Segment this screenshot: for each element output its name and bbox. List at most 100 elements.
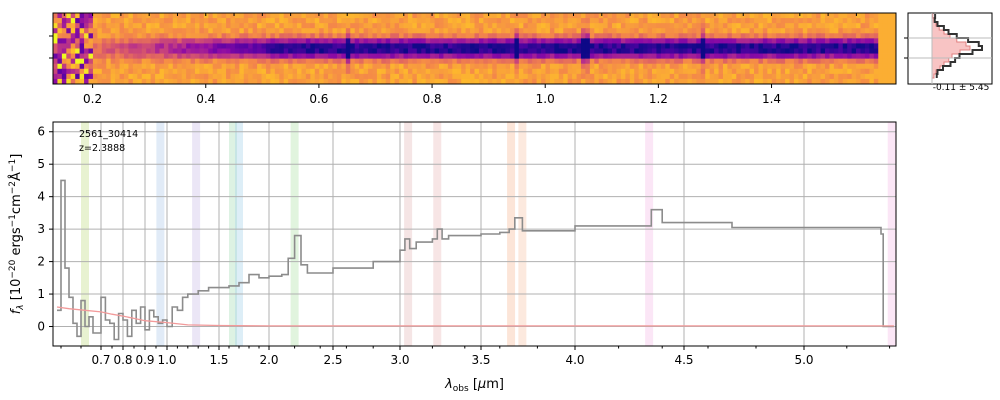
heatmap-cell — [181, 33, 187, 39]
heatmap-cell — [833, 43, 839, 49]
heatmap-cell — [678, 28, 684, 34]
heatmap-cell — [603, 78, 609, 85]
heatmap-cell — [563, 28, 569, 34]
heatmap-cell — [754, 43, 759, 49]
heatmap-cell — [762, 63, 768, 70]
heatmap-cell — [549, 63, 555, 70]
heatmap-cell — [558, 78, 564, 85]
heatmap-cell — [150, 43, 156, 49]
heatmap-cell — [465, 38, 471, 44]
heatmap-cell — [234, 53, 240, 60]
heatmap-cell — [399, 68, 404, 75]
x-tick-label: 0.7 — [91, 353, 110, 367]
heatmap-cell — [718, 58, 724, 65]
heatmap-cell — [731, 68, 737, 75]
heatmap-cell — [221, 78, 227, 85]
heatmap-cell — [873, 23, 879, 29]
heatmap-cell — [554, 13, 560, 19]
heatmap-cell — [115, 78, 120, 85]
heatmap-cell — [731, 43, 737, 49]
heatmap-cell — [838, 68, 844, 75]
heatmap-cell — [53, 53, 58, 60]
heatmap-cell — [221, 33, 227, 39]
heatmap-cell — [363, 53, 369, 60]
heatmap-cell — [505, 23, 511, 29]
heatmap-cell — [57, 73, 63, 80]
heatmap-cell — [123, 38, 129, 44]
heatmap-cell — [585, 58, 591, 65]
heatmap-cell — [749, 23, 755, 29]
heatmap-cell — [789, 43, 795, 49]
heatmap-cell — [97, 18, 103, 24]
heatmap-x-tick-label: 0.2 — [83, 92, 102, 106]
heatmap-cell — [257, 73, 262, 80]
heatmap-cell — [687, 68, 693, 75]
heatmap-cell — [762, 73, 768, 80]
heatmap-cell — [518, 78, 524, 85]
heatmap-cell — [589, 48, 595, 54]
heatmap-cell — [496, 18, 502, 24]
heatmap-cell — [878, 73, 884, 80]
heatmap-cell — [634, 18, 640, 24]
heatmap-cell — [394, 28, 400, 34]
heatmap-cell — [66, 73, 72, 80]
heatmap-cell — [345, 13, 351, 19]
heatmap-cell — [443, 48, 449, 54]
heatmap-cell — [496, 68, 502, 75]
heatmap-cell — [771, 78, 777, 85]
heatmap-cell — [722, 18, 728, 24]
heatmap-cell — [767, 23, 773, 29]
heatmap-cell — [780, 38, 786, 44]
heatmap-cell — [634, 13, 640, 19]
heatmap-cell — [869, 48, 875, 54]
heatmap-cell — [345, 33, 351, 39]
heatmap-cell — [399, 33, 404, 39]
heatmap-cell — [749, 73, 755, 80]
heatmap-cell — [634, 28, 640, 34]
heatmap-cell — [731, 53, 737, 60]
heatmap-cell — [847, 78, 853, 85]
heatmap-cell — [607, 13, 613, 19]
heatmap-cell — [128, 28, 134, 34]
heatmap-cell — [789, 18, 795, 24]
heatmap-cell — [106, 33, 112, 39]
heatmap-cell — [359, 28, 364, 34]
heatmap-cell — [532, 73, 538, 80]
heatmap-cell — [430, 53, 435, 60]
heatmap-cell — [594, 13, 600, 19]
heatmap-cell — [851, 38, 857, 44]
heatmap-cell — [638, 63, 644, 70]
heatmap-cell — [163, 23, 169, 29]
heatmap-cell — [842, 18, 848, 24]
heatmap-cell — [767, 13, 773, 19]
heatmap-cell — [549, 23, 555, 29]
heatmap-cell — [767, 58, 773, 65]
heatmap-cell — [669, 73, 675, 80]
heatmap-cell — [97, 23, 103, 29]
heatmap-cell — [75, 38, 81, 44]
heatmap-cell — [563, 68, 569, 75]
heatmap-cell — [66, 33, 72, 39]
heatmap-cell — [283, 28, 289, 34]
heatmap-cell — [847, 18, 853, 24]
heatmap-cell — [771, 18, 777, 24]
heatmap-cell — [820, 73, 826, 80]
heatmap-cell — [399, 28, 404, 34]
heatmap-cell — [447, 58, 453, 65]
heatmap-cell — [869, 28, 875, 34]
heatmap-cell — [470, 18, 475, 24]
heatmap-cell — [319, 68, 325, 75]
heatmap-cell — [740, 68, 746, 75]
heatmap-cell — [452, 58, 458, 65]
heatmap-cell — [585, 53, 591, 60]
heatmap-cell — [261, 48, 267, 54]
heatmap-cell — [452, 33, 458, 39]
heatmap-cell — [669, 23, 675, 29]
heatmap-cell — [150, 68, 156, 75]
heatmap-cell — [385, 58, 391, 65]
heatmap-cell — [807, 38, 813, 44]
heatmap-cell — [292, 78, 298, 85]
heatmap-cell — [199, 38, 205, 44]
heatmap-cell — [847, 33, 853, 39]
heatmap-cell — [487, 63, 493, 70]
